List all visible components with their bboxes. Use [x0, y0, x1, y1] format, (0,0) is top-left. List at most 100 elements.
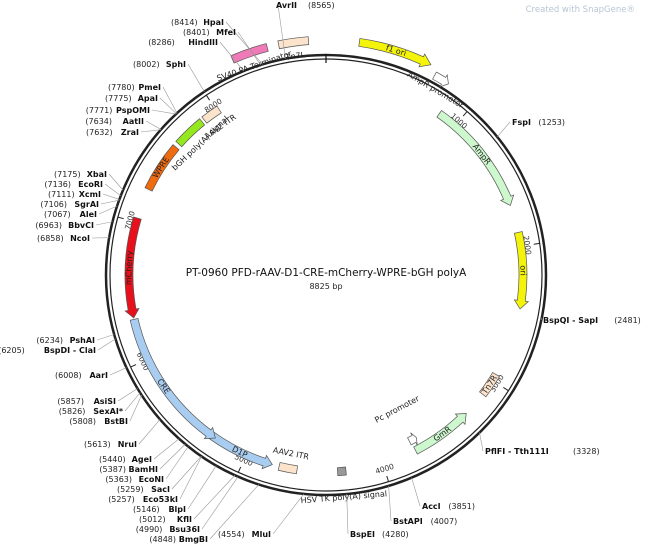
site-name: HpaI [203, 18, 224, 27]
site-name: SexAI* [93, 407, 124, 416]
site-name: FspI [512, 118, 531, 127]
site-leader [102, 193, 120, 200]
site-leader [96, 334, 115, 341]
site-name: BmgBI [179, 535, 208, 544]
site-sphi: SphI (8002) [133, 60, 205, 92]
site-name: PmeI [138, 83, 161, 92]
plasmid-size: 8825 bp [309, 282, 342, 291]
site-position: (3851) [448, 502, 475, 511]
feature-ori: ori [513, 231, 530, 310]
site-leader [153, 438, 180, 460]
feature-shape [129, 318, 216, 440]
site-name: BbvCI [68, 221, 94, 230]
feature-pc-promoter: Pc promoter [373, 394, 421, 446]
site-position: (5363) [105, 475, 132, 484]
site-position: (4280) [382, 530, 409, 539]
site-name: AarI [89, 371, 108, 380]
site-pmei: PmeI(7780) [108, 83, 178, 114]
site-position: (5257) [108, 495, 135, 504]
site-name: BspQI - SapI [543, 316, 598, 325]
tick-mark [205, 94, 211, 101]
site-name: AleI [80, 210, 97, 219]
site-name: BstBI [104, 417, 128, 426]
site-leader [140, 129, 161, 133]
feature-label: WPRE [151, 155, 171, 179]
site-bspqi-sapi: BspQI - SapI (2481) [540, 316, 641, 325]
site-avrii: AvrII (8565) [276, 1, 335, 59]
site-position: (4848) [149, 535, 176, 544]
site-name: AgeI [132, 455, 152, 464]
site-leader [97, 338, 116, 351]
site-name: EcoNI [139, 475, 164, 484]
site-fspi: FspI (1253) [497, 118, 565, 138]
site-position: (5259) [117, 485, 144, 494]
site-leader [346, 494, 349, 535]
site-bmgbi: BmgBI(4848) [149, 484, 260, 544]
feature-shape [436, 110, 515, 207]
site-leader [209, 484, 260, 540]
site-name: MfeI [216, 28, 236, 37]
site-position: (7771) [86, 106, 113, 115]
site-acci: AccI (3851) [411, 477, 475, 511]
site-name: AsiSI [94, 397, 116, 406]
site-name: Eco53kI [143, 495, 178, 504]
site-leader [179, 456, 202, 500]
feature-tn7l: Tn7L [277, 36, 310, 62]
site-leader [277, 4, 286, 59]
site-name: AvrII [276, 1, 297, 10]
site-leader [388, 485, 392, 522]
site-position: (8401) [183, 28, 210, 37]
site-name: SphI [166, 60, 186, 69]
site-leader [497, 121, 511, 138]
site-position: (4554) [218, 530, 245, 539]
feature-aav2-itr: AAV2 ITR [272, 446, 310, 475]
site-leader [171, 456, 202, 490]
site-bbvci: BbvCI (6963) [35, 221, 113, 230]
feature-shape [358, 38, 432, 68]
site-leader [237, 31, 261, 66]
site-leader [129, 394, 142, 422]
site-name: BspDI - ClaI [44, 346, 96, 355]
site-leader [108, 173, 124, 191]
site-name: MluI [252, 530, 271, 539]
site-bspei: BspEI (4280) [346, 494, 409, 539]
site-position: (4990) [136, 525, 163, 534]
site-bamhi: BamHI(5387) [99, 443, 186, 474]
site-name: NcoI [70, 234, 90, 243]
site-zrai: ZraI (7632) [86, 128, 161, 137]
site-name: PflFI - Tth111I [485, 447, 549, 456]
site-leader [98, 205, 118, 215]
site-ncoi: NcoI (6858) [37, 234, 110, 243]
feature-f1-ori: f1 ori [358, 38, 432, 68]
feature-shape [432, 71, 449, 88]
site-position: (5808) [69, 417, 96, 426]
site-xcmi: XcmI (7111) [48, 190, 120, 200]
site-position: (5613) [84, 440, 111, 449]
feature-shape [230, 43, 269, 64]
site-position: (4007) [431, 517, 458, 526]
site-leader [138, 419, 161, 445]
site-leader [109, 367, 127, 376]
tick-mark [462, 111, 468, 117]
tick-mark [533, 242, 540, 245]
site-position: (7106) [40, 200, 67, 209]
site-leader [162, 86, 178, 114]
feature-ampr-promoter: AmpR promoter [406, 70, 466, 110]
site-leader [145, 120, 162, 130]
site-agei: AgeI (5440) [99, 438, 180, 464]
site-econi: EcoNI (5363) [105, 446, 189, 484]
site-bstbi: BstBI (5808) [69, 394, 142, 426]
site-name: BspEI [350, 530, 375, 539]
feature-shape [513, 231, 530, 310]
feature-shape [175, 118, 206, 148]
site-name: BlpI [168, 505, 186, 514]
site-leader [201, 476, 239, 530]
feature-shape [124, 216, 142, 319]
site-name: BstAPI [393, 517, 423, 526]
site-name: AccI [422, 502, 441, 511]
site-eco53ki: Eco53kI (5257) [108, 456, 202, 504]
site-leader [187, 465, 217, 510]
backbone [104, 53, 548, 497]
tick-mark [117, 216, 124, 220]
